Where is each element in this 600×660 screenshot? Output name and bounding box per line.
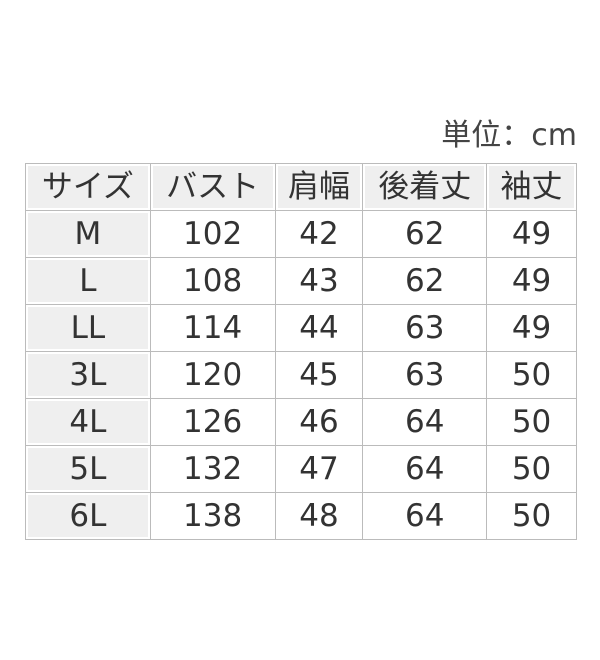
value-cell: 64 [363,399,488,446]
table-row: L 108 43 62 49 [26,258,577,305]
value-cell: 43 [275,258,364,305]
header-cell: 後着丈 [363,164,488,211]
value-cell: 108 [150,258,276,305]
value-cell: 120 [150,352,276,399]
value-cell: 50 [487,399,577,446]
value-cell: 132 [150,446,276,493]
value-cell: 49 [487,305,577,352]
table-row: LL 114 44 63 49 [26,305,577,352]
value-cell: 64 [363,446,488,493]
value-cell: 63 [363,305,488,352]
value-cell: 50 [487,446,577,493]
size-cell: 5L [26,446,151,493]
size-cell: 3L [26,352,151,399]
value-cell: 44 [275,305,364,352]
value-cell: 47 [275,446,364,493]
value-cell: 48 [275,493,364,540]
value-cell: 50 [487,352,577,399]
value-cell: 62 [363,211,488,258]
size-table: サイズ バスト 肩幅 後着丈 袖丈 M 102 42 62 49 L 108 43 62 49 LL 114 44… [25,163,577,540]
table-row: M 102 42 62 49 [26,211,577,258]
header-cell: 袖丈 [487,164,577,211]
value-cell: 102 [150,211,276,258]
size-cell: 4L [26,399,151,446]
header-row: サイズ バスト 肩幅 後着丈 袖丈 [26,164,577,211]
value-cell: 63 [363,352,488,399]
value-cell: 50 [487,493,577,540]
table-row: 5L 132 47 64 50 [26,446,577,493]
size-cell: LL [26,305,151,352]
value-cell: 46 [275,399,364,446]
value-cell: 138 [150,493,276,540]
value-cell: 49 [487,258,577,305]
table-body: サイズ バスト 肩幅 後着丈 袖丈 M 102 42 62 49 L 108 43 62 49 LL 114 44… [26,164,577,540]
value-cell: 126 [150,399,276,446]
table-row: 6L 138 48 64 50 [26,493,577,540]
size-cell: 6L [26,493,151,540]
value-cell: 62 [363,258,488,305]
header-cell: サイズ [26,164,151,211]
header-cell: バスト [150,164,276,211]
value-cell: 64 [363,493,488,540]
size-cell: L [26,258,151,305]
value-cell: 45 [275,352,364,399]
table-row: 4L 126 46 64 50 [26,399,577,446]
header-cell: 肩幅 [275,164,364,211]
value-cell: 42 [275,211,364,258]
value-cell: 114 [150,305,276,352]
value-cell: 49 [487,211,577,258]
table-row: 3L 120 45 63 50 [26,352,577,399]
size-cell: M [26,211,151,258]
unit-label: 単位：cm [441,118,577,153]
